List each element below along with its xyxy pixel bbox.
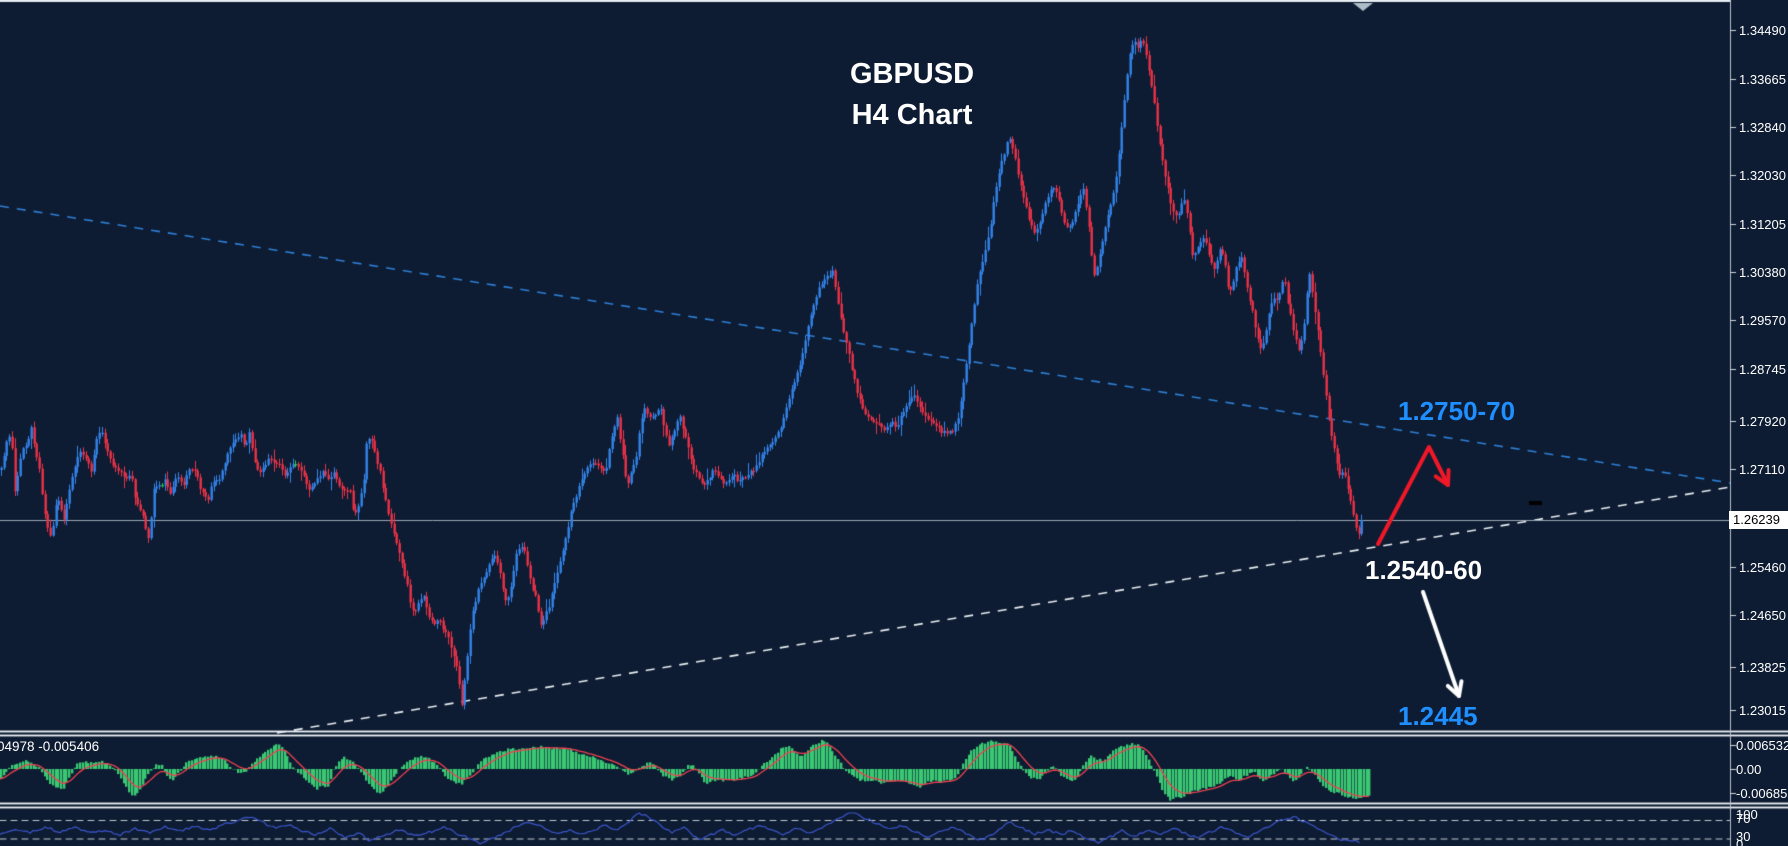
- downside-target-label: 1.2445: [1398, 701, 1478, 731]
- resistance-zone-label: 1.2750-70: [1398, 396, 1516, 426]
- chart-title: GBPUSD H4 Chart: [762, 54, 1062, 136]
- chart-title-timeframe: H4 Chart: [851, 99, 973, 131]
- chart-title-symbol: GBPUSD: [849, 58, 975, 90]
- support-zone-label: 1.2540-60: [1365, 555, 1483, 585]
- macd-indicator-values: 04978 -0.005406: [0, 739, 100, 754]
- current-price-box: 1.26239: [1729, 511, 1788, 529]
